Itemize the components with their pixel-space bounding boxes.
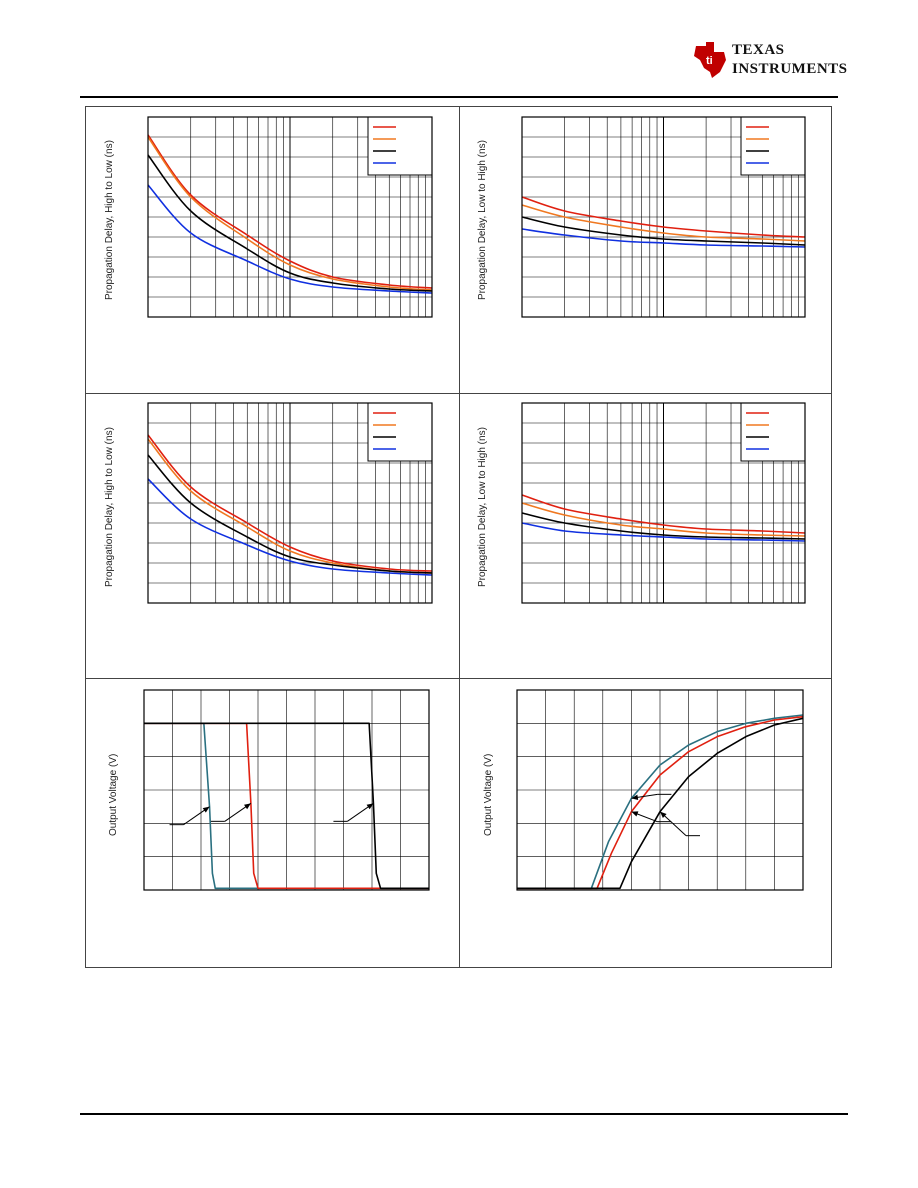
- chart-6-series-2-line: [517, 715, 804, 890]
- figure-grid-divider-1: [85, 393, 832, 394]
- chart-1-legend: [367, 116, 433, 176]
- chart-3-series-3-line: [147, 454, 433, 574]
- chart-2: [521, 116, 806, 318]
- chart-3-legend: [367, 402, 433, 462]
- svg-text:ti: ti: [706, 55, 713, 67]
- figure-grid-frame: [85, 106, 832, 968]
- chart-2-series-3-line: [521, 216, 806, 246]
- brand-line-1: TEXAS: [732, 42, 785, 58]
- figure-grid-vertical-divider: [459, 106, 460, 968]
- chart-5-series-3-line: [144, 722, 429, 890]
- ti-logo-shape: [694, 42, 726, 78]
- chart-3-ylabel: Propagation Delay, High to Low (ns): [104, 427, 115, 587]
- chart-1-ylabel: Propagation Delay, High to Low (ns): [104, 140, 115, 300]
- chart-3-frame: [147, 402, 433, 604]
- chart-3: [147, 402, 433, 604]
- chart-3-series-1-line: [147, 434, 433, 572]
- chart-2-series-1-line: [521, 196, 806, 238]
- ti-logo: ti TEXAS INSTRUMENTS: [690, 40, 847, 84]
- chart-5-annotation-2: [210, 802, 252, 822]
- chart-1-series-3-line: [147, 154, 433, 292]
- chart-2-ylabel: Propagation Delay, Low to High (ns): [477, 140, 488, 300]
- chart-4-series-1-line: [521, 494, 806, 534]
- chart-4-series-3-line: [521, 512, 806, 540]
- chart-4-ylabel: Propagation Delay, Low to High (ns): [477, 427, 488, 587]
- chart-6-ylabel: Output Voltage (V): [483, 753, 494, 836]
- chart-4-legend: [740, 402, 806, 462]
- footer-rule: [80, 1113, 848, 1115]
- header-rule: [80, 96, 838, 98]
- brand-line-2: INSTRUMENTS: [732, 61, 848, 77]
- chart-6-annotation-3: [659, 811, 700, 837]
- chart-1-series-4-line: [147, 184, 433, 294]
- chart-6-series-1-line: [517, 714, 804, 890]
- chart-6: [516, 689, 804, 891]
- chart-6-series-3-line: [517, 717, 804, 890]
- chart-5-annotation-1: [169, 806, 210, 826]
- chart-1-series-2-line: [147, 136, 433, 291]
- chart-2-grid: [522, 117, 805, 317]
- chart-6-annotation-2: [631, 811, 672, 823]
- chart-6-frame: [516, 689, 804, 891]
- chart-5-frame: [143, 689, 430, 891]
- chart-1: [147, 116, 433, 318]
- chart-6-annotation-1: [631, 793, 672, 801]
- chart-4-series-2-line: [521, 502, 806, 537]
- chart-2-series-4-line: [521, 228, 806, 248]
- chart-5-ylabel: Output Voltage (V): [108, 753, 119, 836]
- chart-1-frame: [147, 116, 433, 318]
- chart-4-frame: [521, 402, 806, 604]
- chart-1-series-1-line: [147, 134, 433, 289]
- chart-2-frame: [521, 116, 806, 318]
- chart-5-grid: [144, 690, 429, 890]
- chart-5-annotation-3: [333, 802, 374, 822]
- figure-grid-divider-2: [85, 678, 832, 679]
- chart-5: [143, 689, 430, 891]
- chart-3-series-4-line: [147, 478, 433, 576]
- chart-4: [521, 402, 806, 604]
- chart-2-series-2-line: [521, 204, 806, 242]
- chart-2-legend: [740, 116, 806, 176]
- chart-6-grid: [517, 690, 803, 890]
- ti-logo-icon: ti: [694, 42, 726, 78]
- chart-4-series-4-line: [521, 522, 806, 542]
